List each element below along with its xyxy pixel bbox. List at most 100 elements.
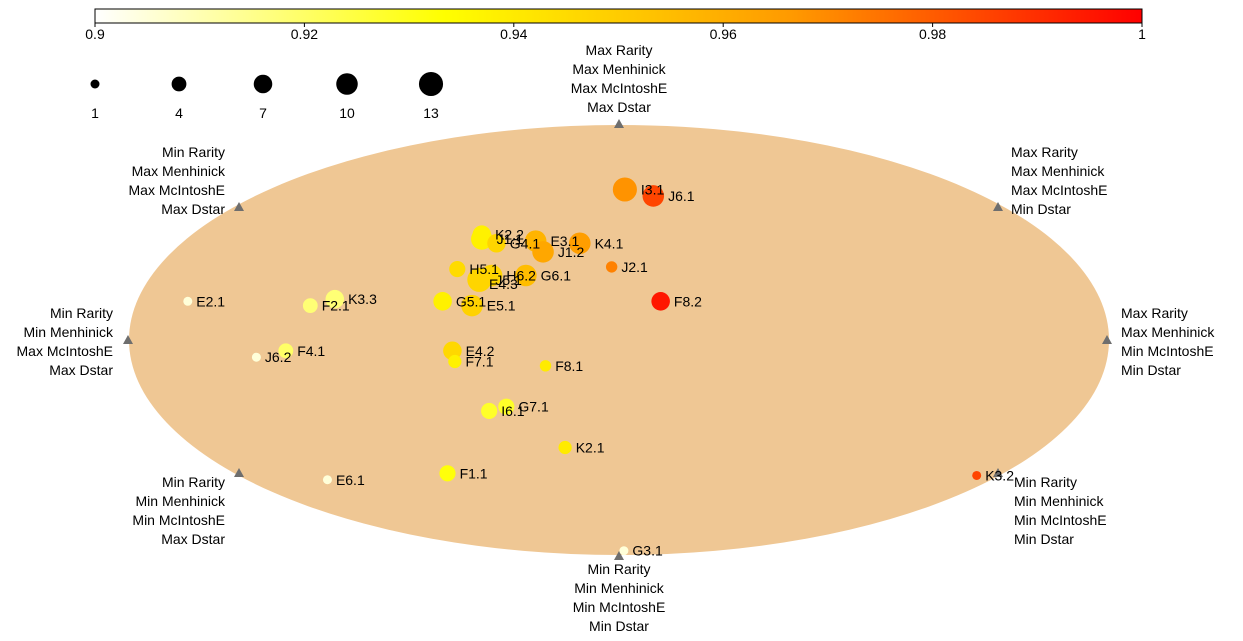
colorbar-tick-label: 1: [1138, 26, 1146, 42]
axis-marker-triangle: [614, 551, 624, 560]
data-point-F7.1: [448, 354, 462, 369]
axis-marker-label-line: Max Menhinick: [1121, 324, 1215, 340]
data-point-label: I3.1: [641, 182, 665, 198]
axis-marker-triangle: [123, 335, 133, 344]
data-point-label: G3.1: [632, 543, 663, 559]
axis-marker-label-line: Max McIntoshE: [1011, 182, 1107, 198]
data-point-label: J6.1: [668, 188, 695, 204]
data-point-label: H5.1: [469, 261, 499, 277]
axis-marker-label-line: Max McIntoshE: [129, 182, 225, 198]
axis-marker-label-line: Max Menhinick: [572, 61, 666, 77]
data-point-H5.1: [449, 260, 466, 278]
data-point-label: J6.2: [265, 349, 292, 365]
size-legend-marker: [90, 79, 100, 89]
data-point-K3.3: [325, 289, 345, 309]
axis-marker-label-line: Min McIntoshE: [573, 599, 666, 615]
data-point-label: G7.1: [518, 399, 549, 415]
axis-marker-label-top: Max Rarity Max Menhinick Max McIntoshE Max …: [571, 42, 667, 115]
axis-marker-label-line: Min Rarity: [162, 474, 225, 490]
axis-marker-label-line: Max McIntoshE: [17, 343, 113, 359]
data-point-G6.1: [515, 264, 537, 287]
data-point-label: F2.1: [322, 298, 350, 314]
axis-marker-label-line: Min McIntoshE: [1014, 512, 1107, 528]
axis-marker-label-line: Min Rarity: [587, 561, 650, 577]
axis-marker-label-line: Min Dstar: [589, 618, 649, 634]
data-point-label: E6.1: [336, 472, 365, 488]
colorbar: 0.9 0.92 0.94 0.96 0.98 1: [85, 8, 1146, 42]
data-point-E5.1: [461, 294, 483, 317]
data-point-G5.1: [433, 292, 452, 311]
axis-marker-label-top-left: Min Rarity Max Menhinick Max McIntoshE Max …: [129, 144, 226, 217]
axis-marker-triangle: [993, 202, 1003, 211]
data-point-F2.1: [302, 298, 318, 313]
size-legend-label: 4: [175, 105, 183, 121]
size-legend-marker: [336, 73, 358, 95]
data-point-K3.2: [972, 470, 982, 480]
data-point-label: J5.1: [495, 272, 522, 288]
axis-marker-label-bottom-left: Min Rarity Min Menhinick Min McIntoshE Max …: [132, 474, 226, 547]
data-point-label: I6.1: [501, 403, 525, 419]
data-point-F8.1: [539, 360, 552, 372]
data-point-label: H6.2: [506, 268, 536, 284]
data-point-G3.1: [619, 546, 629, 556]
size-legend-marker: [418, 71, 444, 97]
axis-markers: Max Rarity Max Menhinick Max McIntoshE Max …: [17, 42, 1216, 634]
axis-marker-label-line: Min Rarity: [1014, 474, 1077, 490]
axis-marker-label-line: Min Dstar: [1014, 531, 1074, 547]
axis-marker-label-left: Min Rarity Min Menhinick Max McIntoshE Max …: [17, 305, 114, 378]
axis-marker-label-line: Max Rarity: [1121, 305, 1188, 321]
data-point-label: G6.1: [541, 268, 572, 284]
data-point-label: E5.1: [487, 298, 516, 314]
axis-marker-label-line: Min Menhinick: [136, 493, 226, 509]
size-legend-marker: [253, 74, 273, 94]
data-point-G7.1: [498, 398, 515, 415]
data-point-label: F1.1: [460, 465, 488, 481]
data-point-label: J1.2: [558, 244, 585, 260]
axis-marker-triangle: [1102, 335, 1112, 344]
data-point-J1.2: [532, 241, 554, 263]
axis-marker-label-line: Min Rarity: [50, 305, 113, 321]
colorbar-tick-label: 0.94: [500, 26, 527, 42]
axis-marker-label-bottom: Min Rarity Min Menhinick Min McIntoshE Min …: [573, 561, 666, 634]
data-point-G4.1: [487, 233, 506, 253]
data-point-F8.2: [651, 292, 670, 311]
data-point-label: E4.3: [489, 276, 518, 292]
axis-marker-label-line: Max Rarity: [1011, 144, 1078, 160]
axis-marker-label-line: Max Dstar: [161, 531, 225, 547]
colorbar-tick-label: 0.9: [85, 26, 105, 42]
size-legend-marker: [171, 76, 187, 92]
data-point-label: F4.1: [297, 343, 325, 359]
plot-ellipse: [129, 125, 1109, 555]
axis-marker-label-line: Min Dstar: [1011, 201, 1071, 217]
data-point-label: F7.1: [465, 354, 493, 370]
data-point-I6.1: [481, 402, 498, 420]
data-point-F4.1: [278, 343, 294, 359]
axis-marker-label-line: Max McIntoshE: [571, 80, 667, 96]
data-point-E4.3: [473, 278, 486, 290]
axis-marker-label-line: Min Rarity: [162, 144, 225, 160]
colorbar-tick-label: 0.92: [291, 26, 318, 42]
axis-marker-label-line: Min Menhinick: [1014, 493, 1104, 509]
data-point-label: K2.1: [576, 440, 605, 456]
axis-marker-label-line: Max Menhinick: [132, 163, 226, 179]
data-point-label: J2.1: [621, 259, 648, 275]
data-point-label: K4.1: [595, 235, 624, 251]
axis-marker-triangle: [234, 202, 244, 211]
axis-marker-triangle: [234, 468, 244, 477]
data-point-label: K3.2: [985, 467, 1014, 483]
data-point-label: K2.2: [495, 227, 524, 243]
axis-marker-label-line: Min McIntoshE: [132, 512, 225, 528]
data-point-label: F8.1: [555, 358, 583, 374]
axis-marker-label-line: Min McIntoshE: [1121, 343, 1214, 359]
data-point-E2.1: [183, 296, 193, 306]
axis-marker-label-line: Max Dstar: [587, 99, 651, 115]
data-point-J6.1: [642, 185, 665, 207]
data-points: I3.1 J6.1 K2.2J1.1G4.1 E3.1 K4.1 J1.2 J2.1 H5.1…: [183, 177, 1014, 559]
data-point-label: E2.1: [196, 293, 225, 309]
colorbar-tick-label: 0.96: [710, 26, 737, 42]
data-point-label: G4.1: [510, 235, 541, 251]
axis-marker-label-line: Min Menhinick: [574, 580, 664, 596]
size-legend-label: 7: [259, 105, 267, 121]
data-point-K4.1: [569, 232, 591, 255]
